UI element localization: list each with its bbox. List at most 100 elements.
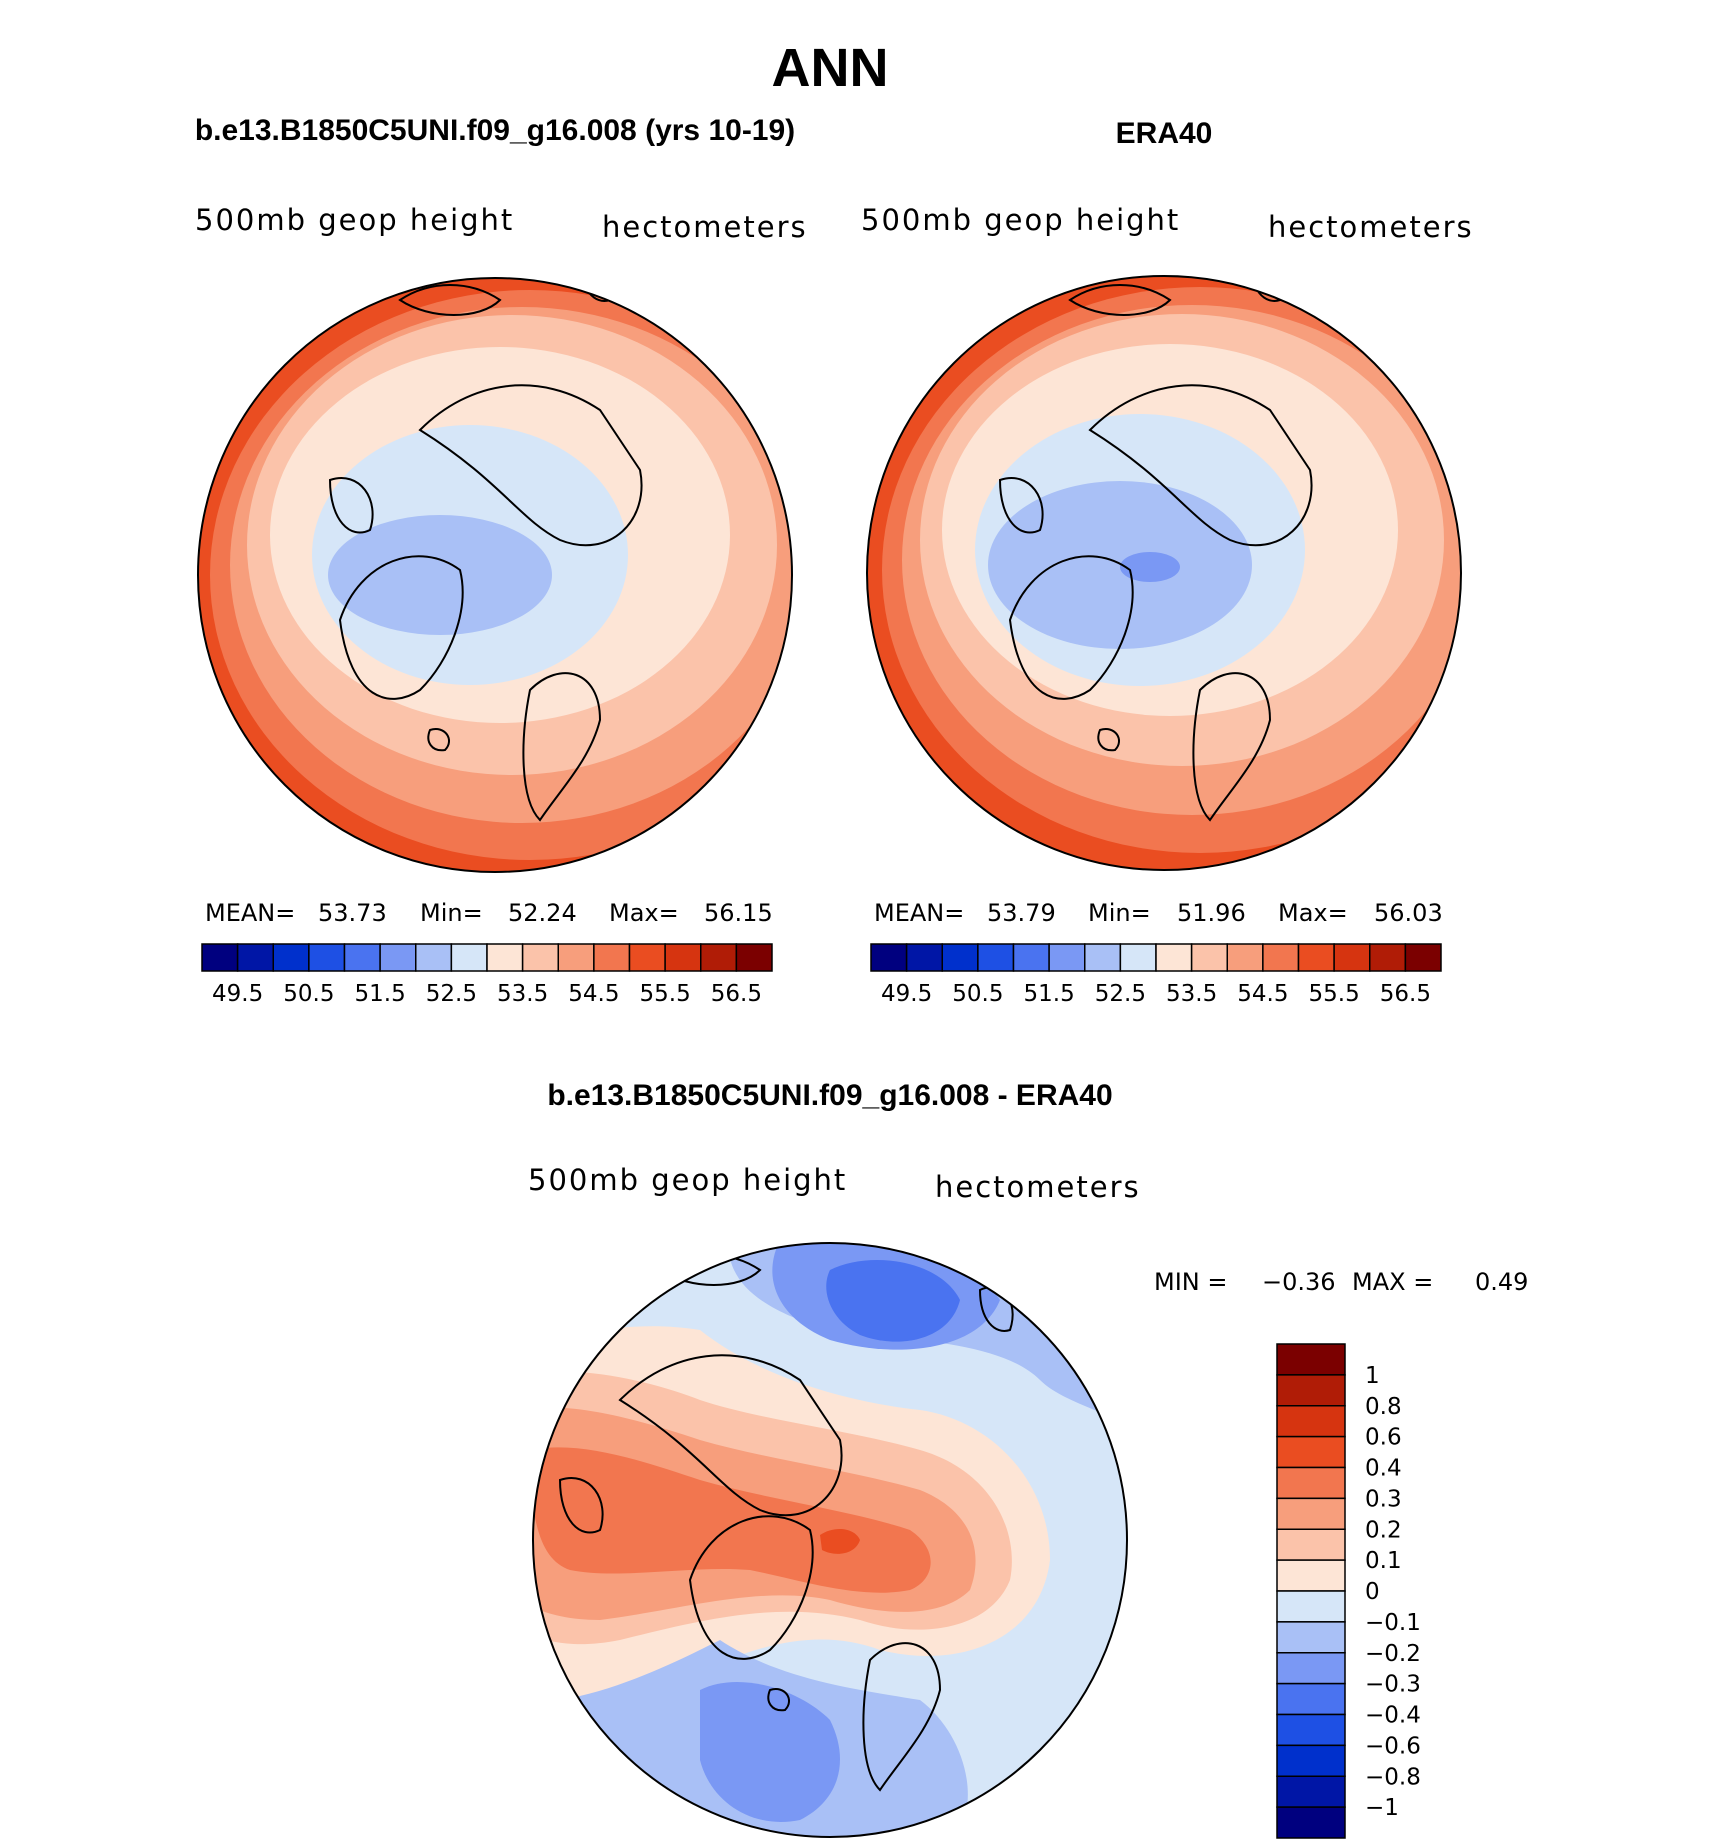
panel-c-units: hectometers bbox=[935, 1170, 1141, 1204]
colorbar-tick-label: 55.5 bbox=[640, 981, 691, 1007]
field-band bbox=[700, 1681, 840, 1822]
colorbar-swatch bbox=[1276, 1682, 1346, 1716]
colorbar-swatch bbox=[1048, 943, 1086, 972]
colorbar-tick-label: 56.5 bbox=[711, 981, 762, 1007]
colorbar-swatch bbox=[1276, 1343, 1346, 1376]
colorbar-swatch bbox=[905, 943, 943, 972]
colorbar-tick-label: 1 bbox=[1365, 1363, 1380, 1389]
colorbar-swatch bbox=[628, 943, 666, 972]
colorbar-swatch bbox=[557, 943, 595, 972]
panel-b-min-label: Min= bbox=[1088, 899, 1151, 927]
colorbar-tick-label: 54.5 bbox=[568, 981, 619, 1007]
panel-c-max: 0.49 bbox=[1475, 1268, 1528, 1296]
colorbar-swatch bbox=[1276, 1590, 1346, 1623]
coastlines bbox=[998, 276, 1313, 822]
panel-c-map bbox=[533, 1243, 1127, 1837]
panel-b-colorbar: 49.5 50.5 51.5 52.5 53.5 54.5 55.5 56.5 bbox=[870, 943, 1442, 1007]
colorbar-tick-label: 56.5 bbox=[1380, 981, 1431, 1007]
colorbar-swatch bbox=[1276, 1621, 1346, 1654]
panel-b-max-label: Max= bbox=[1278, 899, 1348, 927]
panel-a: 500mb geop height hectometers MEAN= 53. bbox=[195, 203, 806, 1007]
panel-a-colorbar: 49.5 50.5 51.5 52.5 53.5 54.5 55.5 56.5 bbox=[201, 943, 773, 1007]
colorbar-tick-label: 52.5 bbox=[426, 981, 477, 1007]
colorbar-tick-label: 49.5 bbox=[212, 981, 263, 1007]
field-band bbox=[826, 1260, 960, 1342]
field-band bbox=[328, 515, 552, 635]
colorbar-swatch bbox=[1333, 943, 1371, 972]
colorbar-swatch bbox=[1297, 943, 1335, 972]
panel-c-map-border bbox=[532, 1242, 1128, 1838]
colorbar-swatch bbox=[1276, 1775, 1346, 1808]
panel-b-variable: 500mb geop height bbox=[861, 203, 1180, 237]
colorbar-tick-label: 49.5 bbox=[881, 981, 932, 1007]
panel-c-title: b.e13.B1850C5UNI.f09_g16.008 - ERA40 bbox=[547, 1079, 1112, 1112]
colorbar-swatch bbox=[700, 943, 738, 972]
colorbar-swatch bbox=[1369, 943, 1407, 972]
field-band bbox=[820, 1528, 860, 1554]
panel-b-map-border bbox=[866, 275, 1462, 871]
colorbar-swatch bbox=[1226, 943, 1264, 972]
colorbar-swatch bbox=[1190, 943, 1228, 972]
colorbar-swatch bbox=[379, 943, 417, 972]
colorbar-swatch bbox=[1276, 1806, 1346, 1839]
colorbar-swatch bbox=[735, 943, 773, 972]
colorbar-tick-label: 55.5 bbox=[1309, 981, 1360, 1007]
colorbar-swatch bbox=[343, 943, 381, 972]
colorbar-swatch bbox=[941, 943, 979, 972]
panel-c-min: −0.36 bbox=[1262, 1268, 1336, 1296]
panel-c-colorbar: 1 0.8 0.6 0.4 0.3 0.2 0.1 0 −0.1 −0.2 −0.3 −0.4 −0.6… bbox=[1276, 1343, 1421, 1839]
panel-b-min: 51.96 bbox=[1177, 899, 1246, 927]
panel-b-max: 56.03 bbox=[1374, 899, 1443, 927]
colorbar-swatch bbox=[1119, 943, 1157, 972]
colorbar-tick-label: 0.4 bbox=[1365, 1456, 1402, 1482]
colorbar-swatch bbox=[1276, 1405, 1346, 1438]
colorbar-swatch bbox=[1276, 1435, 1346, 1469]
panel-c-min-label: MIN = bbox=[1154, 1268, 1227, 1296]
colorbar-swatch bbox=[236, 943, 274, 972]
colorbar-tick-label: −0.8 bbox=[1365, 1764, 1421, 1790]
panel-b-title: ERA40 bbox=[1116, 117, 1213, 150]
colorbar-tick-label: 0.1 bbox=[1365, 1548, 1402, 1574]
panel-a-max: 56.15 bbox=[704, 899, 773, 927]
colorbar-swatch bbox=[308, 943, 346, 972]
panel-a-max-label: Max= bbox=[609, 899, 679, 927]
colorbar-swatch bbox=[1276, 1559, 1346, 1592]
panel-a-min-label: Min= bbox=[420, 899, 483, 927]
field-band bbox=[988, 481, 1252, 649]
colorbar-tick-label: 53.5 bbox=[1166, 981, 1217, 1007]
colorbar-tick-label: −0.2 bbox=[1365, 1641, 1421, 1667]
panel-c-variable: 500mb geop height bbox=[528, 1163, 847, 1197]
colorbar-tick-label: 0.8 bbox=[1365, 1394, 1402, 1420]
panel-a-map-border bbox=[197, 277, 793, 873]
colorbar-tick-label: 0.6 bbox=[1365, 1425, 1402, 1451]
colorbar-tick-label: 0 bbox=[1365, 1579, 1380, 1605]
colorbar-swatch bbox=[415, 943, 453, 972]
colorbar-tick-label: 0.2 bbox=[1365, 1517, 1402, 1543]
panel-b-map bbox=[867, 276, 1461, 870]
panel-a-variable: 500mb geop height bbox=[195, 203, 514, 237]
colorbar-swatch bbox=[593, 943, 631, 972]
figure-title: ANN bbox=[772, 38, 889, 98]
colorbar-swatch bbox=[450, 943, 488, 972]
colorbar-swatch bbox=[1276, 1466, 1346, 1500]
panel-a-min: 52.24 bbox=[508, 899, 577, 927]
colorbar-swatch bbox=[1276, 1713, 1346, 1747]
colorbar-tick-label: 0.3 bbox=[1365, 1486, 1402, 1512]
panel-c: 500mb geop height hectometers bbox=[528, 1163, 1528, 1839]
panel-a-mean-label: MEAN= bbox=[205, 899, 295, 927]
panel-c-max-label: MAX = bbox=[1352, 1268, 1433, 1296]
colorbar-swatch bbox=[1262, 943, 1300, 972]
colorbar-swatch bbox=[1276, 1497, 1346, 1530]
colorbar-swatch bbox=[1276, 1652, 1346, 1685]
panel-b: 500mb geop height hectometers MEAN= bbox=[861, 203, 1472, 1007]
colorbar-swatch bbox=[1084, 943, 1122, 972]
colorbar-swatch bbox=[1404, 943, 1442, 972]
field-band bbox=[533, 1447, 931, 1593]
colorbar-swatch bbox=[272, 943, 310, 972]
colorbar-swatch bbox=[1155, 943, 1193, 972]
colorbar-tick-label: 52.5 bbox=[1095, 981, 1146, 1007]
colorbar-swatch bbox=[486, 943, 524, 972]
colorbar-tick-label: 51.5 bbox=[355, 981, 406, 1007]
panel-a-mean: 53.73 bbox=[318, 899, 387, 927]
